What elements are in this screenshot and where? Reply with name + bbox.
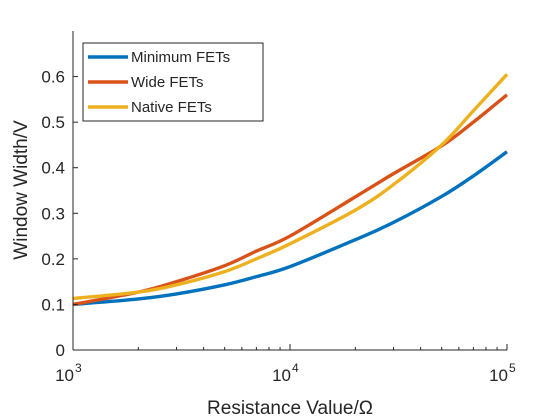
x-tick-base: 10 (272, 366, 291, 385)
x-tick-label: 10 5 (489, 361, 516, 385)
series-line-0 (72, 150, 508, 307)
legend-label-0: Minimum FETs (131, 49, 230, 66)
x-tick-base: 10 (55, 366, 74, 385)
axes: 00.10.20.30.40.50.610 3 10 4 10 5 (41, 31, 516, 385)
series-line-1 (72, 93, 509, 307)
y-tick-label: 0.4 (41, 159, 65, 178)
legend-label-1: Wide FETs (131, 74, 204, 91)
series-line-2 (72, 73, 509, 301)
y-tick-label: 0.2 (41, 250, 65, 269)
y-tick-label: 0.6 (41, 68, 65, 87)
legend-label-2: Native FETs (131, 99, 212, 116)
y-axis-label: Window Width/V (11, 120, 32, 260)
x-tick-exponent: 3 (75, 361, 82, 375)
x-axis-label: Resistance Value/Ω (207, 398, 373, 419)
y-tick-label: 0 (56, 341, 65, 360)
x-tick-label: 10 4 (272, 361, 299, 385)
y-tick-label: 0.1 (41, 295, 65, 314)
x-tick-label: 10 3 (55, 361, 82, 385)
legend: Minimum FETs Wide FETs Native FETs (82, 42, 264, 122)
y-tick-label: 0.3 (41, 204, 65, 223)
y-tick-label: 0.5 (41, 113, 65, 132)
x-tick-base: 10 (489, 366, 508, 385)
series-lines (72, 73, 509, 307)
x-tick-exponent: 4 (292, 361, 299, 375)
x-tick-exponent: 5 (509, 361, 516, 375)
